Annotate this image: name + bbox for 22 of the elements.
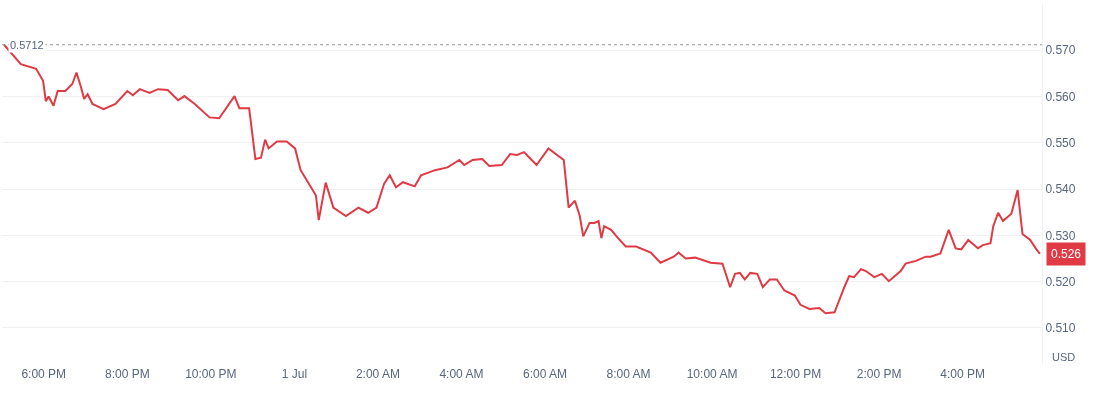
x-tick-label: 2:00 PM bbox=[856, 367, 902, 381]
x-tick-label: 6:00 PM bbox=[21, 367, 67, 381]
annotation: 0.526 bbox=[1051, 247, 1082, 261]
y-tick-label: 0.540 bbox=[1045, 182, 1076, 197]
y-tick-label: 0.550 bbox=[1045, 136, 1076, 151]
y-tick-label: 0.510 bbox=[1045, 321, 1076, 336]
x-tick-label: 8:00 PM bbox=[104, 367, 150, 381]
y-tick-label: 0.530 bbox=[1045, 228, 1076, 243]
ref-line-label: 0.5712 bbox=[10, 39, 44, 51]
text: USD bbox=[1052, 351, 1076, 363]
y-tick-label: 0.520 bbox=[1045, 274, 1076, 289]
x-tick-label: 2:00 AM bbox=[355, 367, 400, 381]
x-tick-label: 10:00 PM bbox=[185, 367, 237, 381]
x-tick-label: 6:00 AM bbox=[522, 367, 567, 381]
x-tick-label: 4:00 PM bbox=[940, 367, 985, 381]
x-tick-label: 10:00 AM bbox=[686, 367, 738, 381]
y-tick-label: 0.570 bbox=[1045, 43, 1076, 58]
x-tick-label: 4:00 AM bbox=[439, 367, 484, 381]
x-tick-label: 1 Jul bbox=[281, 367, 308, 381]
x-tick-label: 8:00 AM bbox=[606, 367, 651, 381]
x-tick-label: 12:00 PM bbox=[769, 367, 822, 381]
y-tick-label: 0.560 bbox=[1045, 89, 1076, 104]
